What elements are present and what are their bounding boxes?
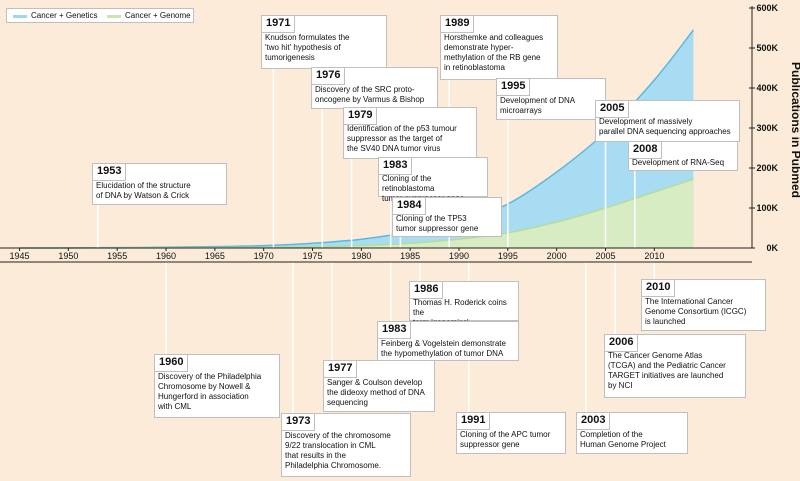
event-text: Development of massively parallel DNA se… bbox=[599, 117, 731, 136]
event-year: 2010 bbox=[641, 279, 676, 297]
y-axis-label: Publications in Pubmed bbox=[789, 62, 800, 198]
event-text: Discovery of the chromosome 9/22 translo… bbox=[285, 431, 391, 470]
event-text: Discovery of the Philadelphia Chromosome… bbox=[158, 372, 262, 411]
event-text: Development of DNA microarrays bbox=[500, 96, 576, 115]
event-year: 2003 bbox=[576, 412, 611, 430]
event-year: 2005 bbox=[595, 100, 630, 118]
legend-swatch-genome bbox=[107, 15, 121, 18]
event-box bbox=[377, 321, 519, 361]
event-text: The Cancer Genome Atlas (TCGA) and the P… bbox=[608, 351, 726, 390]
event-text: Cloning of the APC tumor suppressor gene bbox=[460, 430, 551, 449]
event-year: 1984 bbox=[392, 197, 427, 215]
event-text: Sanger & Coulson develop the dideoxy met… bbox=[327, 378, 425, 407]
y-tick-label: 200K bbox=[756, 163, 778, 173]
event-text: Horsthemke and colleagues demonstrate hy… bbox=[444, 33, 544, 72]
y-tick-label: 100K bbox=[756, 203, 778, 213]
legend-swatch-genetics bbox=[13, 15, 27, 18]
event-year: 2008 bbox=[628, 141, 663, 159]
event-text: Elucidation of the structure of DNA by W… bbox=[96, 181, 191, 200]
x-tick-label: 1975 bbox=[303, 251, 323, 261]
event-text: Feinberg & Vogelstein demonstrate the hy… bbox=[381, 339, 506, 358]
y-tick-label: 0K bbox=[766, 243, 778, 253]
y-tick-label: 600K bbox=[756, 3, 778, 13]
x-tick-label: 1990 bbox=[449, 251, 469, 261]
event-year: 1977 bbox=[323, 360, 358, 378]
x-tick-label: 1950 bbox=[58, 251, 78, 261]
y-tick-label: 300K bbox=[756, 123, 778, 133]
y-tick-label: 400K bbox=[756, 83, 778, 93]
event-year: 1991 bbox=[456, 412, 491, 430]
event-year: 1983 bbox=[378, 157, 413, 175]
event-text: Identification of the p53 tumour suppres… bbox=[347, 124, 457, 153]
event-text: The International Cancer Genome Consorti… bbox=[645, 297, 747, 326]
event-year: 1953 bbox=[92, 163, 127, 181]
event-text: Knudson formulates the 'two hit' hypothe… bbox=[265, 33, 350, 62]
x-tick-label: 1955 bbox=[107, 251, 127, 261]
x-tick-label: 2000 bbox=[547, 251, 567, 261]
x-tick-label: 2010 bbox=[644, 251, 664, 261]
event-year: 1971 bbox=[261, 15, 296, 33]
event-year: 2006 bbox=[604, 334, 639, 352]
event-year: 1973 bbox=[281, 413, 316, 431]
event-year: 1979 bbox=[343, 107, 378, 125]
series-area-cancer-genome bbox=[19, 179, 694, 248]
x-tick-label: 2005 bbox=[595, 251, 615, 261]
x-tick-label: 1980 bbox=[351, 251, 371, 261]
event-year: 1960 bbox=[154, 354, 189, 372]
event-text: Development of RNA-Seq bbox=[632, 158, 725, 167]
x-tick-label: 1960 bbox=[156, 251, 176, 261]
x-tick-label: 1985 bbox=[400, 251, 420, 261]
event-text: Discovery of the SRC proto- oncogene by … bbox=[315, 85, 425, 104]
x-tick-label: 1995 bbox=[498, 251, 518, 261]
legend-label-genome: Cancer + Genome bbox=[125, 11, 191, 20]
event-box bbox=[440, 15, 558, 80]
x-tick-label: 1970 bbox=[254, 251, 274, 261]
event-year: 1986 bbox=[409, 281, 444, 299]
x-tick-label: 1965 bbox=[205, 251, 225, 261]
y-tick-label: 500K bbox=[756, 43, 778, 53]
legend: Cancer + Genetics Cancer + Genome bbox=[6, 8, 194, 23]
event-year: 1976 bbox=[311, 67, 346, 85]
event-year: 1989 bbox=[440, 15, 475, 33]
event-text: Completion of the Human Genome Project bbox=[580, 430, 666, 449]
x-tick-label: 1945 bbox=[10, 251, 30, 261]
event-text: Cloning of the TP53 tumor suppressor gen… bbox=[396, 214, 479, 233]
event-year: 1995 bbox=[496, 78, 531, 96]
event-year: 1983 bbox=[377, 321, 412, 339]
legend-label-genetics: Cancer + Genetics bbox=[31, 11, 98, 20]
